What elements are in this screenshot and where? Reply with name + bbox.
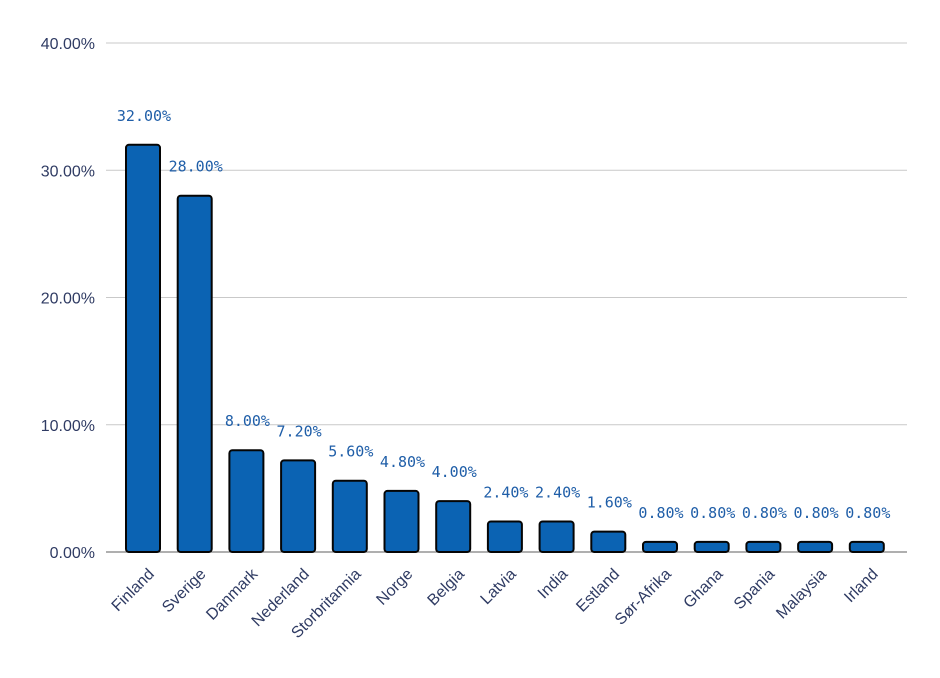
x-tick-label-irland: Irland <box>841 566 881 606</box>
data-label-malaysia: 0.80% <box>794 504 839 522</box>
data-label-india: 2.40% <box>535 483 580 501</box>
data-label-sor-afrika: 0.80% <box>638 504 683 522</box>
bar-sverige <box>176 194 213 553</box>
data-label-latvia: 2.40% <box>483 483 528 501</box>
x-tick-label-estland: Estland <box>573 566 623 616</box>
bar-malaysia <box>797 540 834 554</box>
x-tick-label-india: India <box>535 566 572 603</box>
grid-layer <box>106 42 907 553</box>
bar-sor-afrika <box>642 540 678 554</box>
bar-india <box>538 520 575 554</box>
data-label-norge: 4.80% <box>380 453 425 471</box>
data-label-belgia: 4.00% <box>432 463 477 481</box>
x-tick-label-ghana: Ghana <box>681 566 727 612</box>
x-tick-label-sverige: Sverige <box>159 566 209 616</box>
x-tick-label-spania: Spania <box>731 566 778 613</box>
data-label-spania: 0.80% <box>742 504 787 522</box>
data-label-estland: 1.60% <box>587 494 632 512</box>
x-axis: Finland SverigeDanmarkNederlandStorbritan… <box>109 565 882 642</box>
bar-finland <box>125 143 161 554</box>
bar-danmark <box>228 449 265 554</box>
y-axis: 0.00% 10.00% 20.00% 30.00% 40.00% <box>41 36 95 562</box>
data-label-storbritannia: 5.60% <box>328 443 373 461</box>
x-tick-label-malaysia: Malaysia <box>773 566 830 623</box>
x-tick-label-finland: Finland <box>109 566 158 615</box>
data-label-nederland: 7.20% <box>277 422 322 440</box>
y-tick-label: 40.00% <box>41 36 95 53</box>
x-tick-label-belgia: Belgia <box>425 566 469 610</box>
x-tick-label-latvia: Latvia <box>478 566 520 608</box>
bar-ghana <box>693 540 730 554</box>
y-tick-label: 0.00% <box>50 545 95 562</box>
bar-latvia <box>486 520 523 554</box>
data-label-finland: 32.00% <box>117 107 171 125</box>
bar-irland <box>848 540 885 554</box>
bar-estland <box>590 530 627 554</box>
y-tick-label: 20.00% <box>41 291 95 308</box>
data-labels-layer: 32.00% 28.00% 8.00% 7.20% 5.60% 4.80% 4.00% 2.4… <box>117 107 890 522</box>
bar-nederland <box>280 459 317 554</box>
x-tick-label-norge: Norge <box>373 566 416 609</box>
data-label-sverige: 28.00% <box>169 158 223 176</box>
data-label-irland: 0.80% <box>845 504 890 522</box>
bar-storbritannia <box>331 479 368 553</box>
y-tick-label: 10.00% <box>41 418 95 435</box>
bar-belgia <box>435 500 472 554</box>
bars-layer <box>125 143 885 554</box>
data-label-danmark: 8.00% <box>225 412 270 430</box>
bar-spania <box>745 540 782 554</box>
data-label-ghana: 0.80% <box>690 504 735 522</box>
x-tick-label-sor-afrika: Sør-Afrika <box>612 566 675 629</box>
y-tick-label: 30.00% <box>41 163 95 180</box>
bar-norge <box>383 489 420 554</box>
